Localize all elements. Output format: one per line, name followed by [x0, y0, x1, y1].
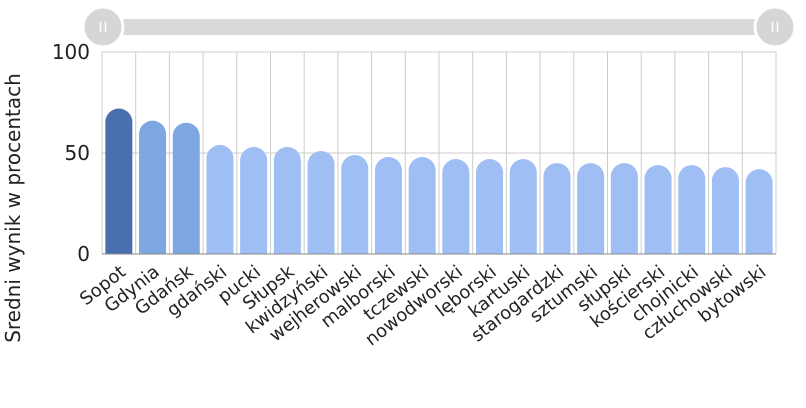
- bars: [105, 108, 773, 254]
- bar[interactable]: [273, 146, 301, 254]
- bar[interactable]: [610, 163, 638, 254]
- scrollbar-track[interactable]: [103, 19, 775, 35]
- bar[interactable]: [711, 167, 739, 254]
- bar[interactable]: [476, 159, 504, 254]
- scrollbar-handle-right[interactable]: [753, 5, 797, 49]
- y-axis: 0 50 100: [52, 40, 90, 266]
- x-axis: SopotGdyniaGdańskgdańskipuckiSłupskkwidz…: [76, 253, 776, 350]
- grid-lines: [101, 51, 777, 255]
- bar[interactable]: [374, 157, 402, 254]
- bar[interactable]: [678, 165, 706, 254]
- bar[interactable]: [543, 163, 571, 254]
- bar[interactable]: [105, 108, 133, 254]
- bar[interactable]: [139, 120, 167, 254]
- scrollbar-handle-left[interactable]: [81, 5, 125, 49]
- bar[interactable]: [408, 157, 436, 254]
- bar[interactable]: [341, 155, 369, 254]
- y-tick-label: 0: [77, 242, 90, 266]
- bar[interactable]: [307, 150, 335, 254]
- bar[interactable]: [509, 159, 537, 254]
- bar[interactable]: [577, 163, 605, 254]
- bar[interactable]: [172, 122, 200, 254]
- bar[interactable]: [644, 165, 672, 254]
- y-tick-label: 100: [52, 40, 90, 64]
- bar[interactable]: [442, 159, 470, 254]
- bar[interactable]: [240, 146, 268, 254]
- bar[interactable]: [745, 169, 773, 254]
- range-scrollbar[interactable]: [81, 5, 797, 49]
- y-axis-label: Sredni wynik w procentach: [1, 73, 25, 343]
- bar[interactable]: [206, 144, 234, 254]
- y-tick-label: 50: [65, 141, 90, 165]
